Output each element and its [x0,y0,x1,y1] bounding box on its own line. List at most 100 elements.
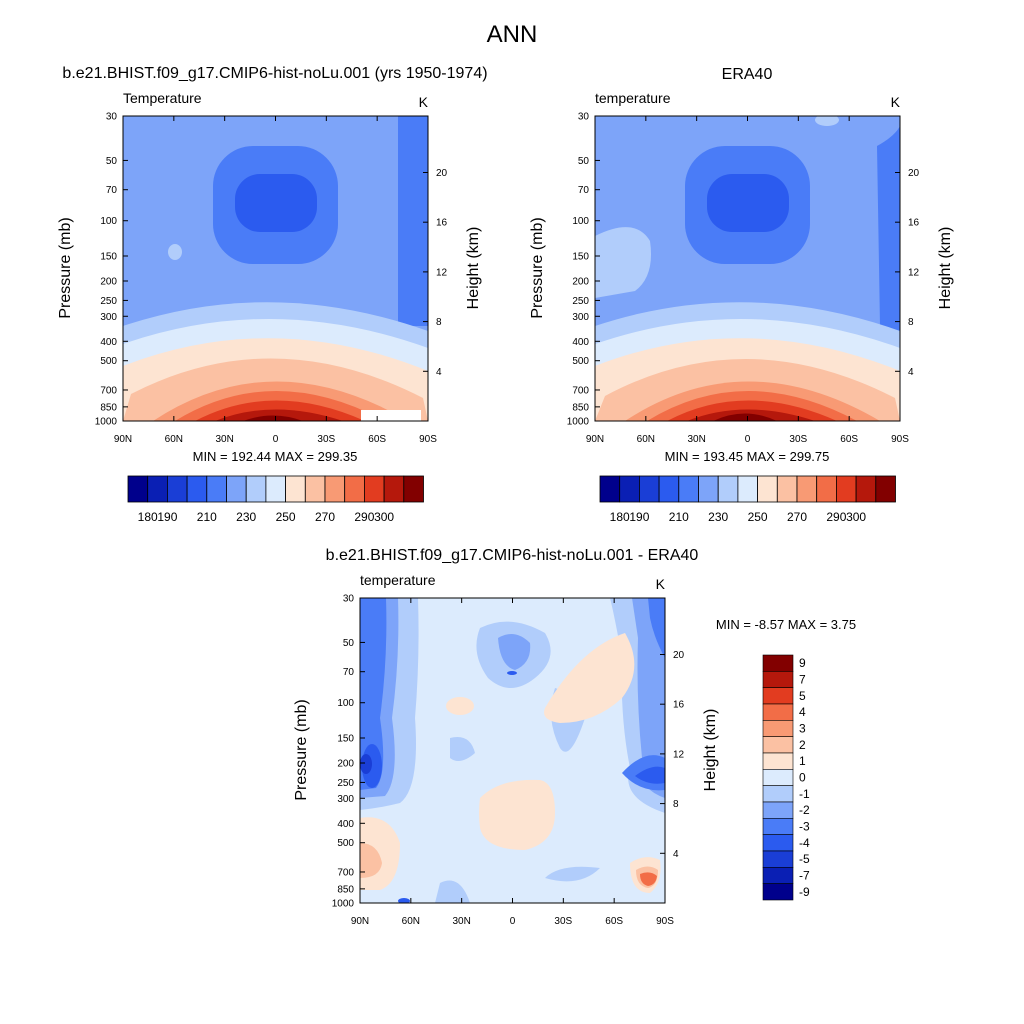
pressure-tick-label: 700 [572,385,589,396]
pressure-tick-label: 50 [578,156,590,167]
pressure-tick-label: 150 [100,251,117,262]
colorbar-swatch [186,475,208,503]
height-tick-label: 20 [436,168,448,179]
lat-tick-label: 60S [605,916,623,927]
colorbar-swatch [265,475,286,503]
contour-fill [877,126,900,331]
contour-fill [435,880,470,903]
panel-3-axes: 3050701001502002503004005007008501000481… [332,594,685,928]
colorbar-swatch [206,475,227,503]
contour-fill [215,409,343,421]
colorbar-label: 180 [138,510,158,524]
pressure-tick-label: 300 [337,794,354,805]
colorbar-label: 230 [236,510,256,524]
pressure-tick-label: 700 [100,385,117,396]
colorbar-swatch [816,475,837,503]
colorbar-label: -5 [799,852,810,866]
contour-fill [707,174,789,232]
colorbar-swatch [599,475,621,503]
panel-1-ylabel-right: Height (km) [465,227,482,310]
pressure-tick-label: 150 [572,251,589,262]
colorbar-swatch [304,475,326,503]
colorbar-swatch [762,720,794,737]
colorbar-label: 210 [197,510,217,524]
lat-tick-label: 60S [840,434,858,445]
colorbar-swatch [762,687,794,705]
lat-tick-label: 90S [891,434,909,445]
panel-3-ylabel: Pressure (mb) [293,699,310,800]
colorbar-label: -4 [799,836,810,850]
contour-fill [498,634,531,670]
panel-1-units: K [419,94,429,110]
lat-tick-label: 0 [510,916,516,927]
pressure-tick-label: 50 [106,156,118,167]
pressure-tick-label: 50 [343,638,355,649]
pressure-tick-label: 850 [572,402,589,413]
pressure-tick-label: 250 [337,778,354,789]
contour-fill [235,174,317,232]
panel-2-title: ERA40 [722,66,773,83]
colorbar-swatch [762,801,794,819]
colorbar-label: -9 [799,885,810,899]
colorbar-swatch [762,785,794,803]
contour-fill [713,413,777,421]
colorbar-swatch [166,475,188,503]
contour-fill [507,671,517,675]
lat-tick-label: 30N [452,916,470,927]
contour-fill [450,737,475,762]
colorbar-swatch [619,475,640,503]
colorbar-label: 300 [374,510,394,524]
panel-1-ylabel: Pressure (mb) [57,217,74,318]
colorbar-swatch [762,834,794,852]
lat-tick-label: 30S [554,916,572,927]
colorbar-swatch [324,475,346,503]
colorbar-swatch [363,475,385,503]
lat-tick-label: 60N [402,916,420,927]
contour-fill [815,116,839,126]
pressure-tick-label: 100 [337,698,354,709]
lat-tick-label: 60N [165,434,183,445]
colorbar-swatch [717,475,739,503]
height-tick-label: 4 [436,367,442,378]
pressure-tick-label: 200 [572,277,589,288]
pressure-tick-label: 300 [572,312,589,323]
contour-fill [632,598,665,798]
panel-2-variable: temperature [595,90,671,106]
colorbar-swatch [762,671,794,688]
panel-3-ylabel-right: Height (km) [702,709,719,792]
colorbar-swatch [762,883,794,901]
colorbar-swatch [639,475,660,503]
colorbar-swatch [658,475,680,503]
colorbar-swatch [678,475,699,503]
colorbar-label: 230 [708,510,728,524]
colorbar-label: 270 [787,510,807,524]
panel-2-units: K [891,94,901,110]
colorbar-swatch [737,475,759,503]
colorbar-label: 180 [610,510,630,524]
lat-tick-label: 90S [656,916,674,927]
colorbar-swatch [836,475,857,503]
colorbar-swatch [762,654,794,672]
colorbar-label: 3 [799,722,806,736]
colorbar-swatch [875,475,896,503]
contour-fill [360,843,382,878]
colorbar-label: 190 [157,510,177,524]
colorbar-label: 1 [799,754,806,768]
contour-fill [360,598,387,790]
colorbar-label: 290 [826,510,846,524]
contour-fill [635,766,665,784]
pressure-tick-label: 100 [572,216,589,227]
panel-1-title: b.e21.BHIST.f09_g17.CMIP6-hist-noLu.001 … [62,65,487,82]
pressure-tick-label: 700 [337,867,354,878]
colorbar-label: 9 [799,656,806,670]
colorbar-label: 2 [799,738,806,752]
pressure-tick-label: 70 [106,185,118,196]
colorbar-label: -3 [799,820,810,834]
colorbar-swatch [762,703,794,721]
panel-1-minmax: MIN = 192.44 MAX = 299.35 [193,449,358,464]
pressure-tick-label: 250 [572,296,589,307]
contour-fill [648,598,665,658]
contour-fill [545,866,600,882]
lat-tick-label: 90N [351,916,369,927]
colorbar-label: 250 [276,510,296,524]
